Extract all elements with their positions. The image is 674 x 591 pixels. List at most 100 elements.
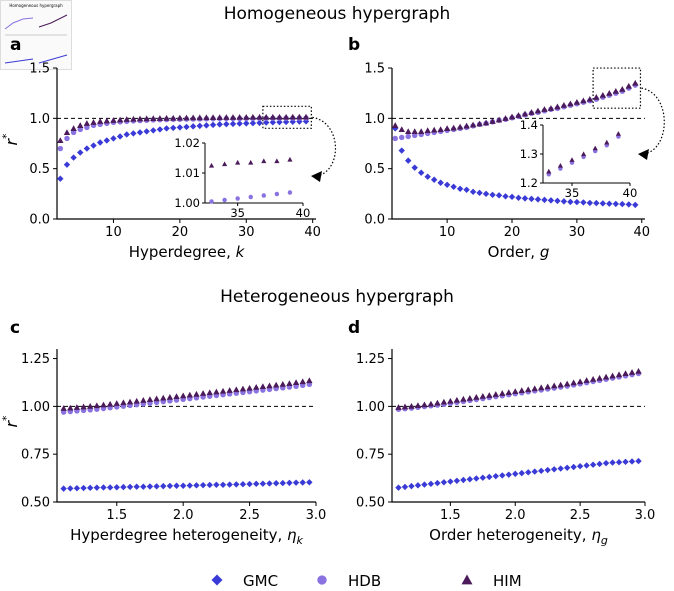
data-point-HIM — [73, 404, 81, 410]
data-point-GMC — [583, 462, 590, 469]
data-point-GMC — [279, 479, 286, 487]
data-point-GMC — [236, 120, 243, 127]
data-point-HIM — [499, 390, 506, 396]
data-point-HIM — [249, 113, 257, 120]
data-point-HIM — [279, 380, 286, 387]
data-point-HIM — [534, 107, 542, 114]
data-point-GMC — [153, 483, 160, 490]
inset-x-tick-label: 35 — [230, 206, 245, 220]
data-point-GMC — [306, 479, 313, 486]
data-point-HIM — [266, 382, 273, 389]
data-point-GMC — [60, 485, 67, 492]
data-point-GMC — [63, 161, 71, 168]
y-tick-label: 0.50 — [21, 496, 50, 511]
data-point-HIM — [538, 384, 545, 391]
data-point-HIM — [421, 401, 428, 408]
data-point-GMC — [453, 477, 461, 484]
data-point-HIM — [466, 394, 474, 401]
data-point-GMC — [544, 466, 551, 474]
data-point-HIM — [246, 384, 253, 391]
inset-point-HDB — [261, 193, 267, 198]
data-point-GMC — [421, 481, 428, 488]
data-point-HIM — [427, 400, 435, 407]
data-point-HIM — [515, 112, 522, 118]
data-point-HIM — [622, 370, 629, 377]
series-GMC — [392, 125, 639, 209]
data-point-GMC — [133, 483, 140, 490]
data-point-GMC — [100, 484, 107, 491]
panel-b: b 10 20 30 40 0.0 0.5 1.0 1.5 Order, g 35 40 1.2 1.3 1… — [348, 35, 665, 261]
inset-point-HIM — [581, 151, 587, 157]
data-point-GMC — [83, 145, 91, 152]
data-point-GMC — [518, 469, 525, 477]
data-point-HDB — [411, 132, 418, 139]
data-point-GMC — [206, 481, 213, 489]
data-point-GMC — [615, 459, 623, 466]
data-point-HIM — [411, 128, 418, 134]
data-point-GMC — [424, 173, 431, 180]
data-point-HIM — [401, 403, 409, 410]
data-point-GMC — [489, 191, 496, 199]
inset-y-tick-label: 1.01 — [174, 166, 200, 180]
data-point-HIM — [635, 367, 642, 374]
figure-thumbnail[interactable]: Homogeneous hypergraph — [0, 0, 72, 70]
data-point-HIM — [123, 116, 130, 122]
data-point-GMC — [73, 485, 81, 492]
data-point-HIM — [146, 396, 154, 403]
data-point-GMC — [67, 485, 74, 492]
data-point-GMC — [476, 189, 483, 197]
data-point-GMC — [482, 190, 490, 198]
data-point-HIM — [209, 114, 217, 120]
data-point-GMC — [437, 179, 444, 186]
data-point-HIM — [606, 89, 613, 96]
data-point-GMC — [602, 459, 610, 467]
data-point-GMC — [612, 200, 620, 208]
axes-spines — [56, 349, 316, 503]
panel-label-a: a — [10, 35, 21, 55]
data-point-HDB — [405, 133, 411, 140]
data-point-HIM — [299, 378, 306, 385]
data-point-GMC — [219, 481, 227, 488]
data-point-HDB — [399, 134, 405, 141]
data-point-HIM — [417, 128, 425, 134]
data-point-GMC — [417, 169, 425, 176]
legend-marker-HDB — [317, 575, 327, 585]
data-point-HIM — [236, 114, 243, 120]
inset-point-HIM — [208, 162, 215, 168]
data-point-GMC — [469, 188, 477, 196]
data-point-HIM — [57, 137, 64, 144]
data-point-HIM — [219, 387, 227, 394]
data-point-GMC — [466, 476, 474, 483]
y-tick-label: 0.5 — [364, 162, 385, 177]
data-point-GMC — [276, 118, 283, 126]
data-point-HIM — [463, 122, 470, 129]
data-point-GMC — [87, 484, 94, 492]
data-point-GMC — [450, 183, 457, 190]
data-point-GMC — [266, 480, 273, 487]
data-point-HIM — [272, 381, 280, 388]
x-tick-label: 1.5 — [440, 508, 461, 523]
data-point-GMC — [229, 120, 237, 128]
data-point-HIM — [482, 119, 490, 126]
data-point-HIM — [77, 122, 84, 128]
data-point-GMC — [554, 197, 561, 205]
data-point-HIM — [528, 109, 535, 115]
data-point-HIM — [525, 386, 532, 393]
x-tick-label: 40 — [633, 225, 650, 240]
data-point-GMC — [256, 119, 263, 127]
data-point-GMC — [596, 460, 603, 468]
data-point-HIM — [233, 386, 240, 393]
data-point-HIM — [143, 115, 150, 122]
data-point-HIM — [196, 114, 203, 121]
data-point-HIM — [596, 374, 603, 381]
data-point-HIM — [405, 128, 412, 134]
data-point-GMC — [495, 192, 503, 199]
zoom-arrow-head-icon — [638, 149, 649, 160]
data-point-GMC — [93, 484, 101, 491]
data-point-HIM — [163, 114, 170, 121]
data-point-HIM — [126, 398, 134, 405]
legend-marker-GMC — [211, 574, 223, 586]
data-point-GMC — [173, 482, 180, 489]
data-point-HIM — [296, 113, 303, 120]
inset-point-HIM — [274, 158, 280, 164]
